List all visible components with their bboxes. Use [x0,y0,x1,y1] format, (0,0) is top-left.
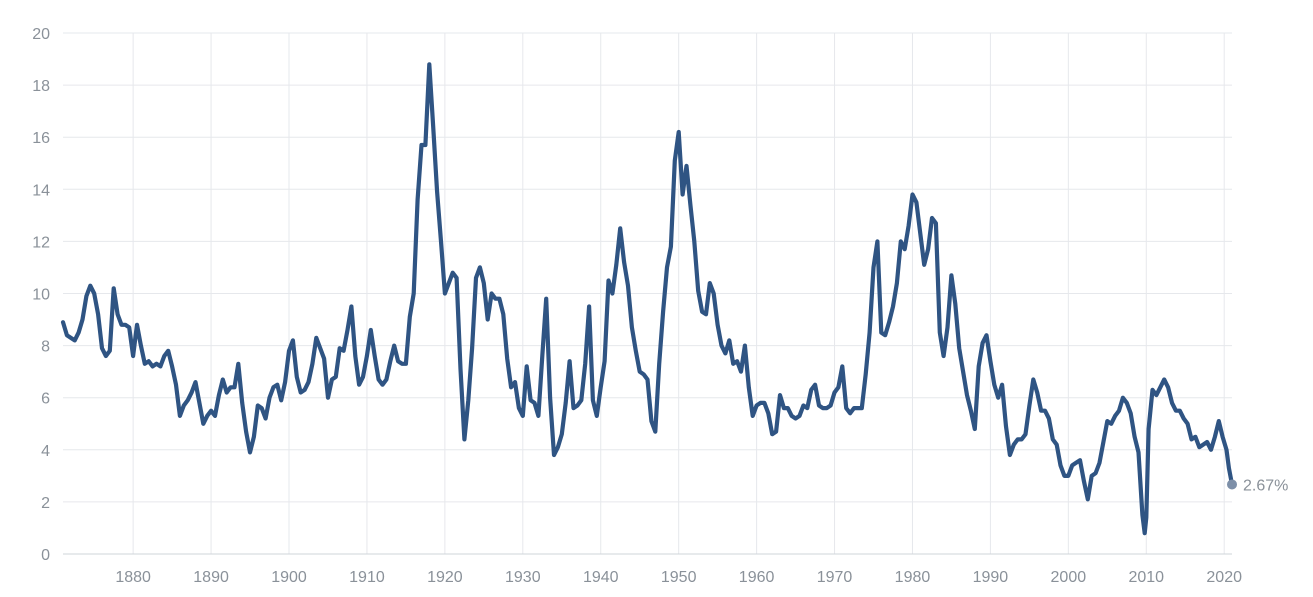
y-tick-label: 12 [32,234,50,251]
x-tick-label: 1940 [583,569,619,586]
y-tick-label: 18 [32,78,50,95]
x-tick-label: 2020 [1206,569,1242,586]
series-layer [60,62,1235,536]
x-tick-label: 1900 [271,569,307,586]
y-tick-label: 6 [41,391,50,408]
y-axis-tick-labels: 0 2 4 6 8 10 12 14 16 18 20 [32,26,50,564]
y-tick-label: 2 [41,495,50,512]
x-tick-label: 1930 [505,569,541,586]
x-axis-tick-labels: 1880 1890 1900 1910 1920 1930 1940 1950 1960 1970… [115,569,1242,586]
y-gridlines [63,32,1232,555]
end-marker-layer: 2.67% [1227,477,1288,494]
series-line [60,62,1235,536]
x-tick-label: 1960 [739,569,775,586]
y-tick-label: 8 [41,339,50,356]
x-tick-label: 1880 [115,569,151,586]
x-tick-label: 1890 [193,569,229,586]
x-tick-label: 1970 [817,569,853,586]
y-tick-label: 14 [32,182,50,199]
x-tick-label: 1920 [427,569,463,586]
y-tick-label: 4 [41,443,50,460]
end-value-label: 2.67% [1243,477,1288,494]
x-tick-label: 2010 [1128,569,1164,586]
y-tick-label: 16 [32,130,50,147]
x-tick-label: 2000 [1051,569,1087,586]
x-tick-label: 1950 [661,569,697,586]
x-tick-label: 1990 [973,569,1009,586]
y-tick-label: 20 [32,26,50,43]
y-tick-label: 10 [32,287,50,304]
x-tick-label: 1980 [895,569,931,586]
x-tick-label: 1910 [349,569,385,586]
end-point-marker[interactable] [1227,479,1237,490]
y-tick-label: 0 [41,547,50,564]
